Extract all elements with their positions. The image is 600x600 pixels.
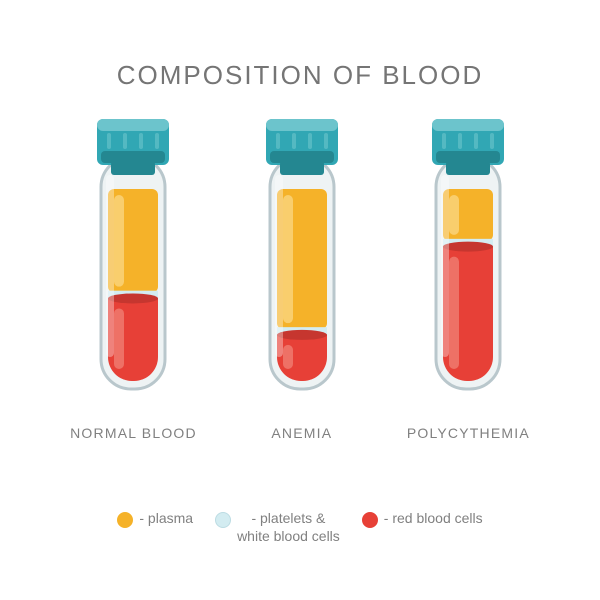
cap-neck bbox=[280, 161, 324, 175]
cap-ridge bbox=[123, 133, 127, 149]
legend-item: - red blood cells bbox=[362, 510, 483, 528]
tube-column: ANEMIA bbox=[247, 115, 357, 441]
legend-item: - platelets &white blood cells bbox=[215, 510, 340, 545]
test-tube bbox=[78, 115, 188, 395]
rbc-highlight bbox=[114, 308, 124, 369]
tube-column: NORMAL BLOOD bbox=[70, 115, 197, 441]
legend-label-line: - red blood cells bbox=[384, 510, 483, 528]
cap-top bbox=[97, 119, 169, 131]
rbc-meniscus bbox=[443, 242, 493, 252]
rbc-highlight bbox=[283, 345, 293, 369]
tube-column: POLYCYTHEMIA bbox=[407, 115, 530, 441]
test-tube bbox=[413, 115, 523, 395]
legend-label: - platelets &white blood cells bbox=[237, 510, 340, 545]
legend-swatch bbox=[215, 512, 231, 528]
cap-neck bbox=[446, 161, 490, 175]
legend-swatch bbox=[362, 512, 378, 528]
plasma-highlight bbox=[114, 195, 124, 287]
cap-ridge bbox=[308, 133, 312, 149]
rbc-meniscus bbox=[277, 330, 327, 340]
legend: - plasma- platelets &white blood cells- … bbox=[0, 510, 600, 545]
cap-ridge bbox=[458, 133, 462, 149]
cap-ridge bbox=[155, 133, 159, 149]
plasma-highlight bbox=[283, 195, 293, 323]
tube-label: NORMAL BLOOD bbox=[70, 425, 197, 441]
glass-highlight bbox=[275, 175, 283, 357]
tube-label: ANEMIA bbox=[271, 425, 332, 441]
legend-label: - plasma bbox=[139, 510, 193, 528]
cap-neck bbox=[111, 161, 155, 175]
cap-ridge bbox=[292, 133, 296, 149]
cap-ridge bbox=[139, 133, 143, 149]
legend-item: - plasma bbox=[117, 510, 193, 528]
cap-top bbox=[432, 119, 504, 131]
plasma-highlight bbox=[449, 195, 459, 235]
cap-ridge bbox=[474, 133, 478, 149]
cap-ridge bbox=[490, 133, 494, 149]
legend-label-line: - platelets & bbox=[237, 510, 340, 528]
legend-label: - red blood cells bbox=[384, 510, 483, 528]
cap-ridge bbox=[442, 133, 446, 149]
rbc-meniscus bbox=[108, 293, 158, 303]
legend-label-line: white blood cells bbox=[237, 528, 340, 546]
legend-swatch bbox=[117, 512, 133, 528]
legend-label-line: - plasma bbox=[139, 510, 193, 528]
rbc-highlight bbox=[449, 257, 459, 369]
cap-ridge bbox=[107, 133, 111, 149]
test-tube bbox=[247, 115, 357, 395]
cap-ridge bbox=[276, 133, 280, 149]
glass-highlight bbox=[106, 175, 114, 357]
tubes-row: NORMAL BLOOD ANEMIA POLYCYTHEMIA bbox=[0, 115, 600, 441]
tube-label: POLYCYTHEMIA bbox=[407, 425, 530, 441]
cap-ridge bbox=[324, 133, 328, 149]
page-title: COMPOSITION OF BLOOD bbox=[0, 60, 600, 91]
glass-highlight bbox=[441, 175, 449, 357]
cap-top bbox=[266, 119, 338, 131]
